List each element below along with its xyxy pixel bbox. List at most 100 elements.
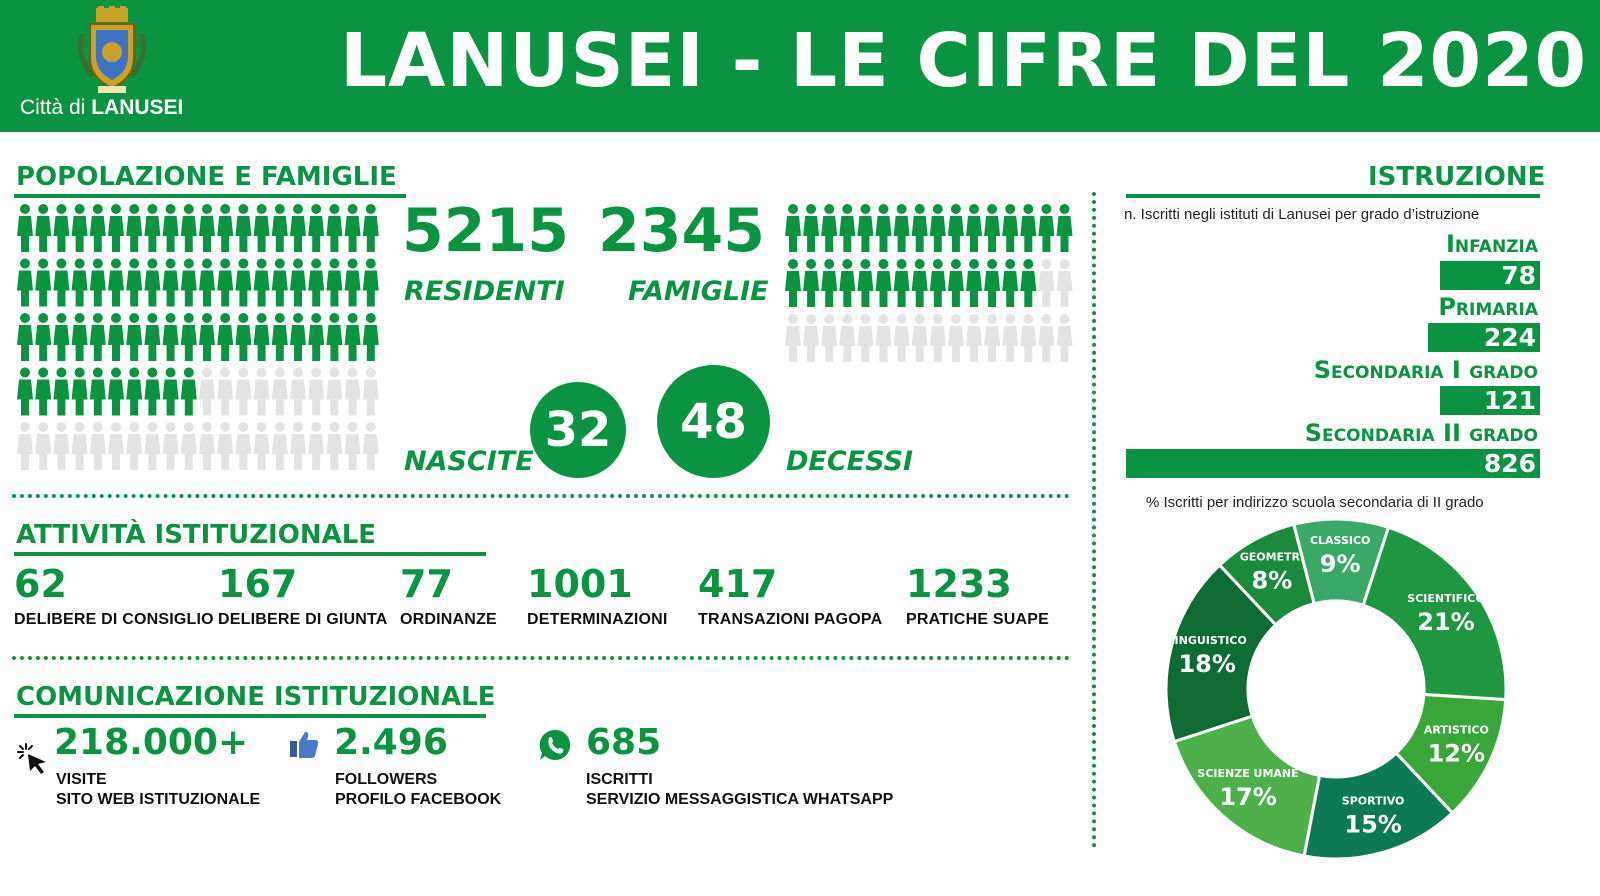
section-divider <box>12 656 1070 660</box>
comunicazione-title-underline <box>14 714 486 718</box>
person-icon <box>947 314 964 362</box>
person-icon <box>253 367 270 416</box>
person-icon <box>893 314 910 362</box>
visite-label-line2: SITO WEB ISTITUZIONALE <box>56 791 261 808</box>
person-icon <box>53 204 70 252</box>
person-icon <box>217 313 234 361</box>
person-icon <box>253 204 270 252</box>
person-icon <box>71 367 88 416</box>
person-icon <box>35 204 52 252</box>
donut-category-label: SPORTIVO <box>1342 795 1405 808</box>
secondaria-ii-grado-label: Secondaria II grado <box>1304 419 1538 447</box>
person-icon <box>875 259 892 307</box>
city-label: Città di LANUSEI <box>20 96 183 120</box>
person-icon <box>362 204 379 252</box>
person-icon <box>53 313 70 361</box>
person-icon <box>290 204 306 252</box>
person-icon <box>893 204 910 252</box>
person-icon <box>217 422 234 470</box>
person-icon <box>875 204 892 252</box>
person-icon <box>326 367 343 416</box>
person-icon <box>326 204 343 252</box>
person-icon <box>984 314 1001 362</box>
person-icon <box>857 314 874 362</box>
person-icon <box>235 258 252 307</box>
person-icon <box>17 367 33 416</box>
person-icon <box>235 422 252 470</box>
istruzione-title-underline <box>1126 194 1540 198</box>
person-icon <box>362 258 379 307</box>
person-icon <box>785 314 801 362</box>
thumbs-up-icon <box>290 731 319 758</box>
person-icon <box>126 422 143 470</box>
delibere-consiglio-value: 62 <box>14 562 67 606</box>
person-icon <box>344 258 361 307</box>
page-title: LANUSEI - LE CIFRE DEL 2020 <box>340 18 1588 104</box>
person-icon <box>162 204 179 252</box>
followers-label-line2: PROFILO FACEBOOK <box>335 791 502 808</box>
person-icon <box>271 313 288 361</box>
person-icon <box>839 314 856 362</box>
person-icon <box>199 313 215 361</box>
person-icon <box>1002 259 1019 307</box>
person-icon <box>53 422 70 470</box>
transazioni-pagopa-value: 417 <box>698 562 778 606</box>
residenti-pictogram <box>17 204 379 470</box>
person-icon <box>162 422 179 470</box>
person-icon <box>929 314 946 362</box>
person-icon <box>290 367 306 416</box>
person-icon <box>785 204 801 252</box>
comunicazione-section-title: COMUNICAZIONE ISTITUZIONALE <box>16 682 496 712</box>
person-icon <box>162 258 179 307</box>
city-name: LANUSEI <box>91 96 184 119</box>
infanzia-label: Infanzia <box>1445 230 1538 258</box>
followers-label-line1: FOLLOWERS <box>335 771 438 788</box>
person-icon <box>308 313 325 361</box>
nascite-circle: 32 <box>530 382 626 478</box>
person-icon <box>126 258 143 307</box>
person-icon <box>180 204 197 252</box>
donut-category-label: SCIENZE UMANE <box>1197 767 1298 780</box>
donut-percent-label: 8% <box>1252 566 1293 594</box>
istruzione-section-title: ISTRUZIONE <box>1368 162 1546 192</box>
person-icon <box>308 258 325 307</box>
person-icon <box>966 204 982 252</box>
person-icon <box>966 314 982 362</box>
person-icon <box>1056 204 1073 252</box>
decessi-circle: 48 <box>657 365 770 478</box>
attivita-section-title: ATTIVITÀ ISTITUZIONALE <box>16 520 377 550</box>
person-icon <box>1038 259 1055 307</box>
person-icon <box>35 258 52 307</box>
person-icon <box>217 367 234 416</box>
person-icon <box>144 313 161 361</box>
person-icon <box>199 367 215 416</box>
transazioni-pagopa-label: TRANSAZIONI PAGOPA <box>698 611 883 628</box>
person-icon <box>235 367 252 416</box>
donut-percent-label: 12% <box>1428 740 1485 768</box>
person-icon <box>53 367 70 416</box>
person-icon <box>929 204 946 252</box>
secondaria-ii-grado-bar: 826 <box>1126 449 1540 478</box>
determinazioni-label: DETERMINAZIONI <box>527 611 668 628</box>
donut-slice-scientifico <box>1361 525 1508 702</box>
donut-category-label: ARTISTICO <box>1424 724 1489 737</box>
person-icon <box>947 204 964 252</box>
whatsapp-icon <box>539 729 571 760</box>
person-icon <box>326 258 343 307</box>
visite-label-line1: VISITE <box>56 771 107 788</box>
istruzione-subtitle: n. Iscritti negli istituti di Lanusei pe… <box>1124 206 1480 223</box>
donut-category-label: SCIENTIFICO <box>1407 592 1484 605</box>
person-icon <box>839 259 856 307</box>
donut-slice-linguistico <box>1164 562 1278 744</box>
pratiche-suape-value: 1233 <box>906 562 1012 606</box>
visite-value: 218.000+ <box>54 722 249 763</box>
person-icon <box>875 314 892 362</box>
primaria-bar: 224 <box>1428 323 1540 352</box>
iscritti-value: 685 <box>586 722 662 763</box>
iscritti-label-line2: SERVIZIO MESSAGGISTICA WHATSAPP <box>586 791 894 808</box>
delibere-giunta-value: 167 <box>218 562 298 606</box>
person-icon <box>89 258 106 307</box>
person-icon <box>235 313 252 361</box>
person-icon <box>966 259 982 307</box>
person-icon <box>308 367 325 416</box>
